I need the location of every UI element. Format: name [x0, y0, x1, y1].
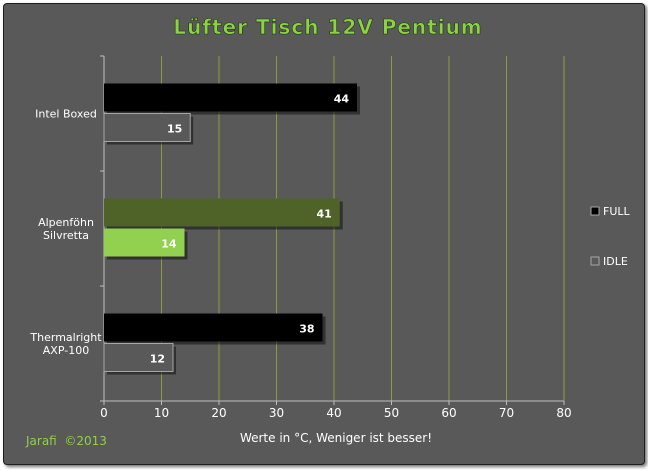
data-label-full-3: 38: [299, 323, 314, 336]
axes: 0 10 20 30 40 50 60 70 80: [100, 55, 572, 420]
chart-title: Lüfter Tisch 12V Pentium: [173, 15, 482, 39]
footer-credit: Jarafi ©2013: [25, 434, 107, 448]
x-tick-label-70: 70: [499, 406, 514, 420]
data-label-full-2: 41: [316, 208, 331, 221]
data-label-full-1: 44: [334, 93, 350, 106]
chart-frame: Lüfter Tisch 12V Pentium 0 10 20 30 40 50 60 70…: [3, 3, 645, 465]
bar-full-2: [104, 198, 340, 227]
data-label-idle-1: 15: [167, 123, 182, 136]
x-tick-label-50: 50: [384, 406, 399, 420]
x-tick-label-40: 40: [326, 406, 341, 420]
legend-swatch-idle: [590, 256, 600, 266]
bar-full-1: [104, 83, 357, 112]
category-label-3: Thermalright AXP-100: [29, 331, 102, 357]
grid-lines: [161, 56, 565, 401]
bar-idle-1: [103, 113, 191, 142]
legend-label-full: FULL: [603, 205, 631, 218]
x-tick-label-20: 20: [211, 406, 226, 420]
bar-chart: Lüfter Tisch 12V Pentium 0 10 20 30 40 50 60 70…: [25, 15, 631, 448]
x-tick-label-10: 10: [154, 406, 169, 420]
x-axis-title: Werte in °C, Weniger ist besser!: [240, 431, 432, 445]
bars: 44 15 41 14 38 12: [103, 83, 360, 375]
x-tick-label-80: 80: [556, 406, 571, 420]
legend: FULL IDLE: [590, 205, 631, 268]
x-tick-label-60: 60: [441, 406, 456, 420]
bar-idle-3: [103, 343, 174, 372]
category-labels: Intel Boxed Alpenföhn Silvretta Thermalrigh…: [29, 108, 102, 358]
bar-idle-2: [104, 228, 185, 257]
bar-full-3: [104, 313, 323, 342]
data-label-idle-3: 12: [150, 353, 165, 366]
category-label-1: Intel Boxed: [35, 108, 97, 121]
legend-swatch-full: [590, 206, 600, 216]
legend-label-idle: IDLE: [603, 255, 628, 268]
x-tick-label-30: 30: [269, 406, 284, 420]
x-tick-label-0: 0: [100, 406, 108, 420]
data-label-idle-2: 14: [161, 238, 177, 251]
category-label-2: Alpenföhn Silvretta: [38, 216, 94, 242]
